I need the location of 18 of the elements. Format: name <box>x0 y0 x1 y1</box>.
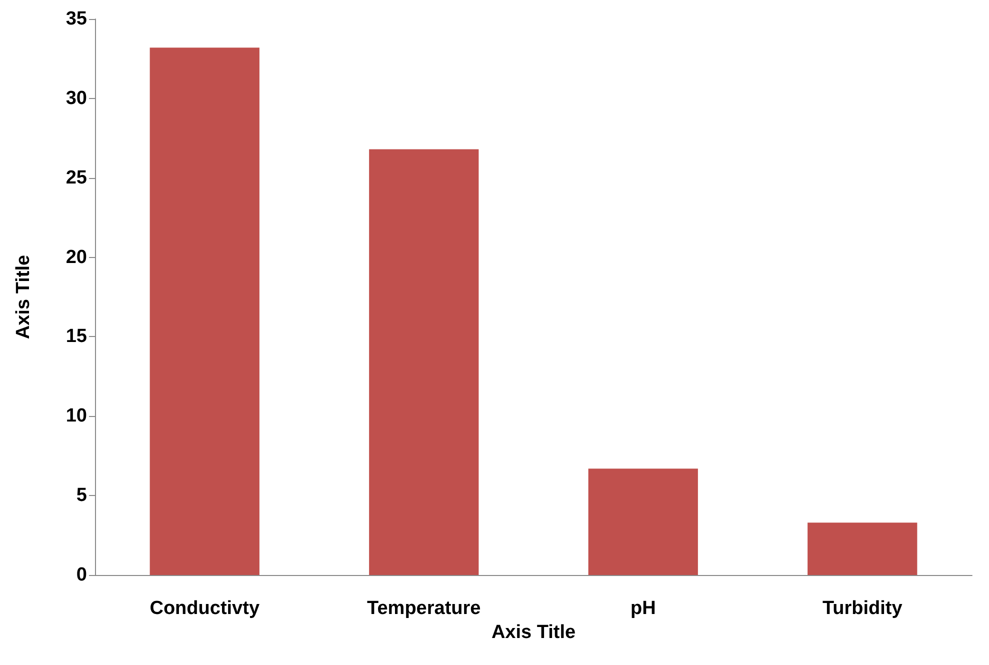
x-axis-title: Axis Title <box>491 622 576 643</box>
bar <box>808 522 918 575</box>
y-tick-label: 35 <box>66 8 88 30</box>
y-axis-title: Axis Title <box>13 254 34 340</box>
bar <box>369 149 479 575</box>
y-tick-label: 25 <box>66 167 88 188</box>
y-tick-label: 20 <box>66 246 87 268</box>
x-tick-label: Conductivty <box>150 598 260 619</box>
y-tick-label: 10 <box>66 406 87 427</box>
y-tick-label: 0 <box>76 564 87 586</box>
y-tick-label: 5 <box>76 485 88 506</box>
x-tick-label: Turbidity <box>822 598 903 619</box>
y-tick-label: 30 <box>66 88 87 109</box>
bar <box>150 48 260 575</box>
y-tick-label: 15 <box>66 326 88 348</box>
x-tick-label: pH <box>630 598 656 619</box>
bar <box>588 468 698 575</box>
x-tick-label: Temperature <box>367 598 481 619</box>
